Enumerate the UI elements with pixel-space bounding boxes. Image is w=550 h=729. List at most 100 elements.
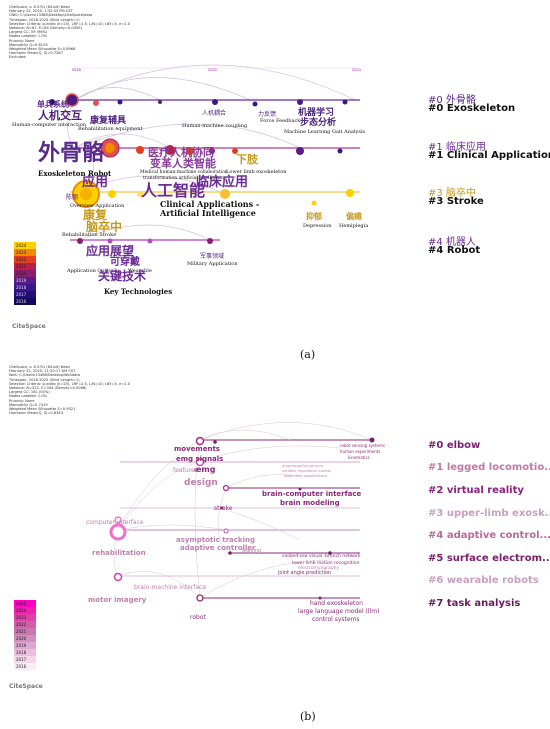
cluster-label: #2 virtual reality: [428, 485, 524, 496]
cluster-label: #4 adaptive control...: [428, 530, 550, 541]
node-label: features: [173, 467, 198, 474]
metadata-line: Timespan: 2016-2025 (Slice Length=1): [9, 377, 80, 382]
node-label: robot: [190, 614, 206, 621]
node-label: 偏瘫: [346, 211, 362, 221]
panel-label-b: (b): [300, 710, 316, 723]
cluster-label-zh: #3 脑卒中: [428, 188, 476, 199]
node-label: 陈丽: [66, 194, 79, 201]
node-label: 可穿戴: [110, 257, 140, 268]
legend-year: 2022: [14, 256, 36, 263]
node-label: 变革人类智能: [150, 157, 216, 170]
metadata-line: CiteSpace, v. 6.3.R1 (64-bit) Basic: [9, 365, 71, 369]
metadata-line: Weighted Mean Silhouette S=0.9521: [9, 407, 76, 412]
node-label: stroke: [214, 505, 233, 512]
metadata-block: CiteSpace, v. 6.3.R1 (64-bit) Basic Febru…: [9, 5, 130, 60]
node-label: 关键技术: [98, 269, 147, 283]
cluster-label: #6 wearable robots: [428, 575, 539, 586]
cluster-label: #1 legged locomotio...: [428, 462, 550, 473]
metadata-line: CNKI: C:\Users\13468\Desktop\CiteSpace\d…: [9, 13, 93, 18]
metadata-line: Harmonic Mean(Q, S)=0.7287: [9, 51, 63, 56]
node-label: 康复: [83, 208, 108, 222]
legend-year: 2018: [14, 284, 36, 291]
legend-year: 2019: [14, 277, 36, 284]
metadata-line: Selection Criteria: g-index (k=25), LRF=…: [9, 21, 130, 26]
metadata-line: Network: N=322, E=344 (Density=0.0066): [9, 386, 87, 391]
node-label: variable impedance control: [282, 469, 332, 473]
cluster-label-en: #3 Stroke: [428, 196, 484, 207]
metadata-line: Nodes Labeled: 1.0%: [9, 394, 48, 399]
legend-year: 2016: [14, 663, 36, 670]
legend-year: 2020: [14, 270, 36, 277]
year-legend-a: 2024 2023 2022 2021 2020 2019 2018 2017 2016: [14, 242, 36, 305]
node-label: joint angle prediction: [278, 570, 332, 576]
metadata-line: Network: N=61, E=84 (Density=0.0459): [9, 26, 82, 31]
node-label: Lower limb exoskeleton: [226, 169, 287, 175]
node-label: Human-computer interaction: [12, 122, 86, 128]
timeline-year-2020: 2020: [208, 68, 217, 72]
cluster-label-zh: #1 临床应用: [428, 142, 486, 153]
legend-year: 2021: [14, 263, 36, 270]
node-label: electromyography: [298, 566, 340, 571]
timeline-year-2024: 2024: [352, 68, 362, 72]
legend-year: 2024: [14, 607, 36, 614]
legend-year: 2017: [14, 656, 36, 663]
node-label: Artificial Intelligence: [160, 208, 256, 218]
node-label: brain modeling: [280, 499, 340, 507]
legend-year: 2020: [14, 635, 36, 642]
node-label: proprioceptive sensors: [282, 464, 323, 468]
cluster-label-en: #1 Clinical Application: [428, 150, 550, 161]
metadata-line: CiteSpace, v. 6.3.R1 (64-bit) Basic: [9, 5, 71, 9]
node-label: Medical human-machine collaboration: [140, 170, 228, 175]
node-label: Hemiplegia: [339, 223, 369, 229]
node-label: 应用展望: [86, 244, 135, 258]
cluster-label: #7 task analysis: [428, 598, 521, 609]
node-label: Key Technologies: [104, 287, 173, 296]
panel-a: CiteSpace, v. 6.3.R1 (64-bit) Basic Febru…: [9, 5, 550, 361]
cluster-label: #0 elbow: [428, 440, 481, 451]
cluster-label-en: #0 Exoskeleton: [428, 103, 516, 114]
node-label: lower limb motion recognition: [292, 561, 360, 566]
node-label: cooked-sea visual -branch network: [282, 554, 361, 559]
node-label: Exoskeleton Robot: [38, 169, 112, 178]
legend-year: 2018: [14, 649, 36, 656]
node-label: 康复辅具: [90, 116, 127, 126]
node-label: Application Outlook: [67, 268, 118, 274]
node-label: 下肢: [236, 153, 258, 166]
citespace-logo: CiteSpace: [12, 323, 46, 330]
node-label: 人机交互: [38, 109, 82, 122]
metadata-line: WoS: C:\Users\13468\Desktop\WoSdata: [9, 373, 80, 378]
node-label: robot sensing systems: [340, 443, 385, 448]
node-label: lower-limb exoskeletons: [284, 474, 328, 478]
legend-year: 2024: [14, 242, 36, 249]
node-label: hand exoskeleton: [310, 600, 363, 607]
metadata-line: February 22, 2025, 1:52:03 PM CST: [9, 9, 73, 14]
legend-year: 2019: [14, 642, 36, 649]
node-label: computer interface: [86, 519, 144, 526]
node-label: Overview Application: [70, 203, 125, 209]
cluster-label-zh: #0 外骨骼: [428, 95, 476, 106]
cluster-label: #3 upper-limb exosk...: [428, 508, 550, 519]
metadata-line: Nodes Labeled: 1.0%: [9, 34, 48, 39]
year-legend-b: 2025 2024 2023 2022 2021 2020 2019 2018 2017 2016: [14, 600, 36, 670]
node-label: kinematics: [348, 455, 370, 460]
node-label: Wearable: [128, 268, 152, 274]
node-label: asymptotic tracking: [176, 536, 255, 544]
metadata-line: Weighted Mean Silhouette S=0.8968: [9, 47, 76, 52]
node-label: 抑郁: [306, 211, 322, 221]
legend-year: 2017: [14, 291, 36, 298]
node-label: emg signals: [176, 455, 224, 463]
node-label: Rehabilitation equipment: [78, 126, 143, 132]
node-label: Military Application: [187, 261, 238, 267]
node-label: 医疗人机协同: [148, 146, 214, 159]
node-label: large language model (llm): [298, 608, 380, 615]
cluster-label: #5 surface electrom...: [428, 553, 550, 564]
node-label: Machine Learning Gait Analysis: [284, 129, 366, 135]
cluster-label-zh: #4 机器人: [428, 237, 476, 248]
node-label: walking: [242, 548, 262, 554]
node-label: 应用: [82, 175, 109, 190]
node-label: 军事领域: [200, 253, 225, 260]
node-label: emg: [196, 465, 216, 474]
citespace-logo: CiteSpace: [9, 683, 43, 690]
node-label: adaptive controller: [180, 544, 256, 552]
